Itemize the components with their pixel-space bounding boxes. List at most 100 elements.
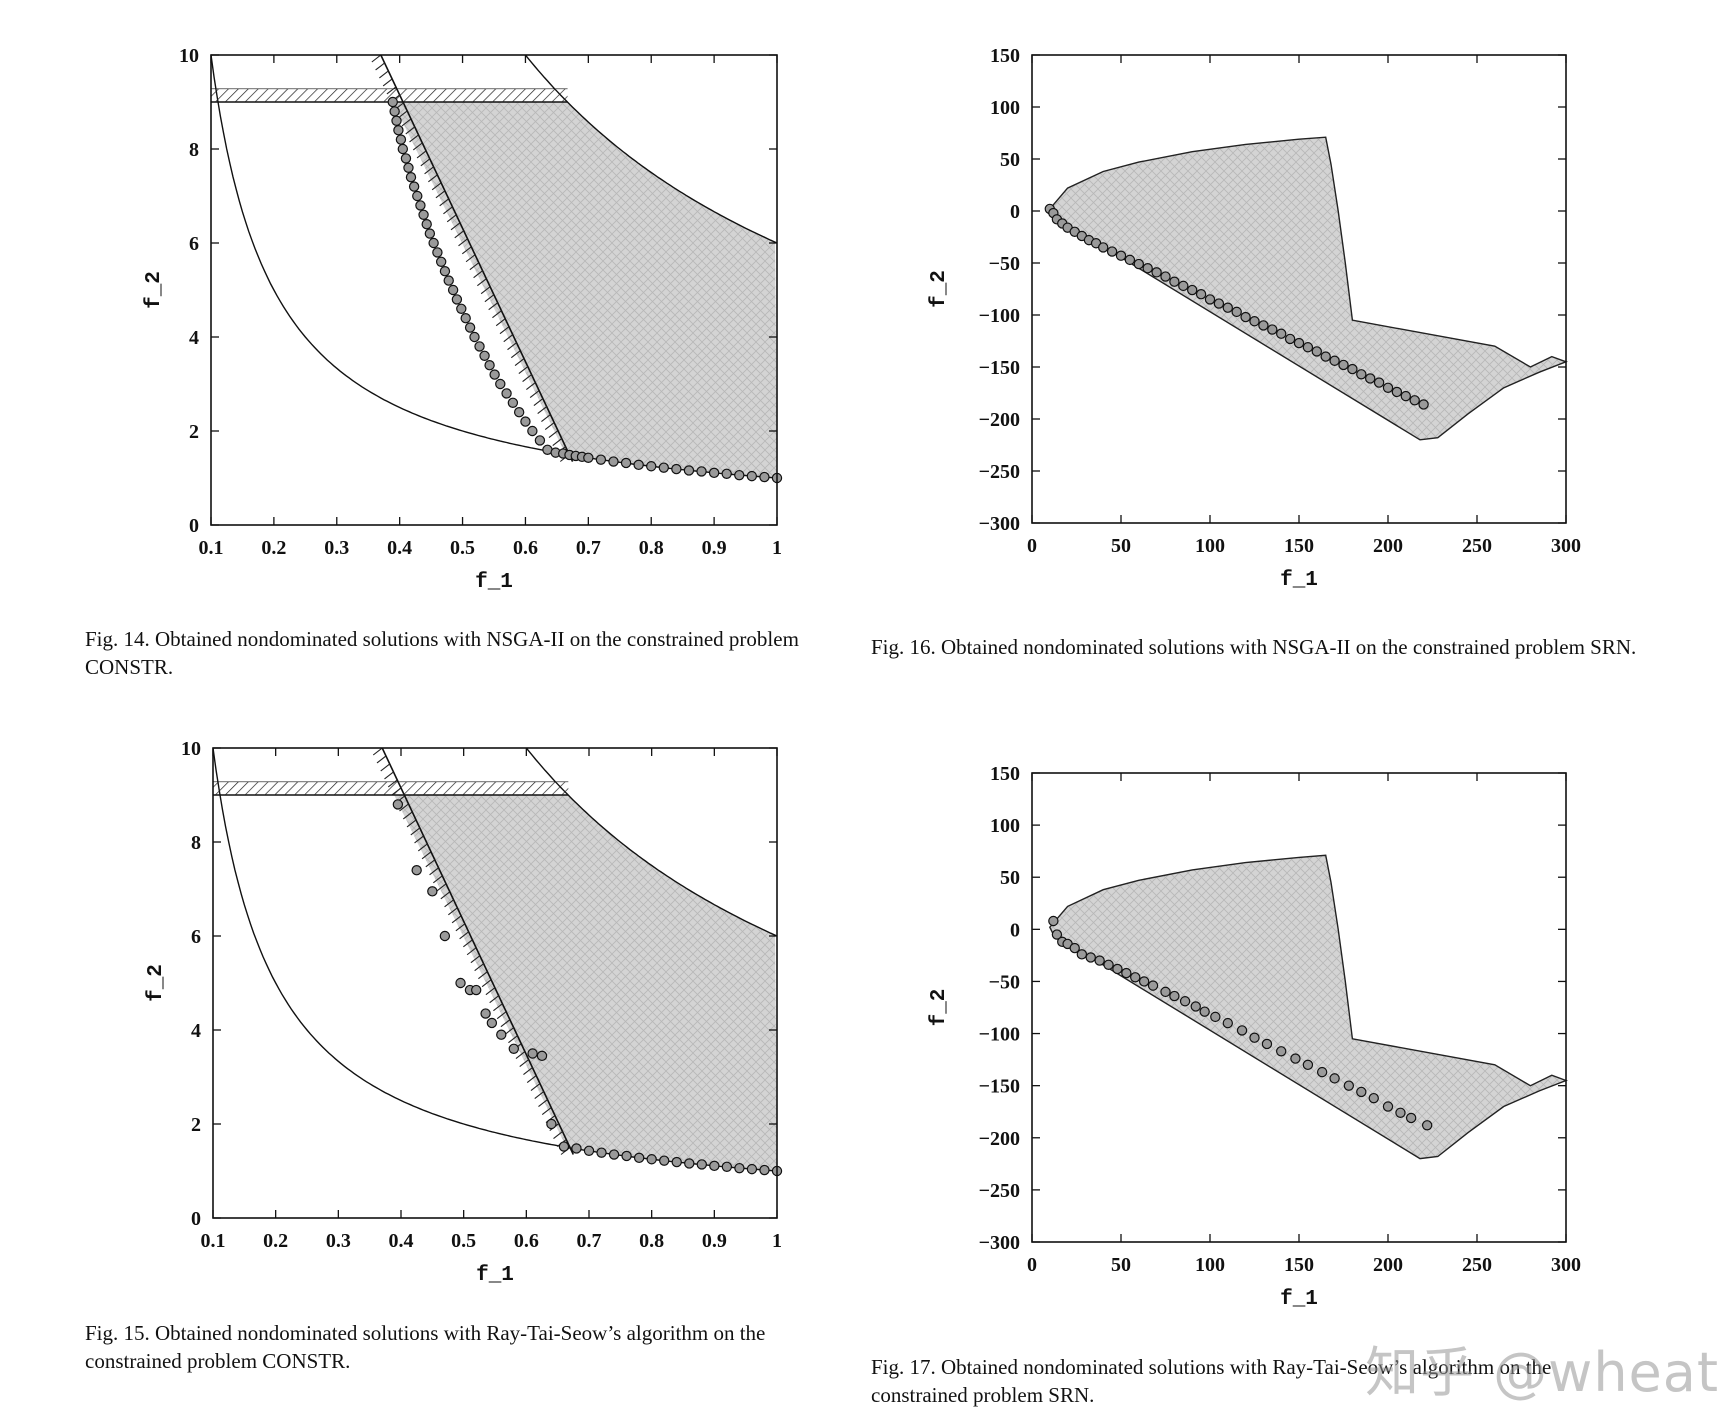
fig15-hatch-mark (530, 1083, 541, 1092)
fig17-ytick-label: −250 (979, 1180, 1020, 1202)
fig14-xtick-label: 0.1 (199, 537, 224, 559)
fig15-hatch-mark (432, 875, 443, 884)
fig14-hatch-mark (412, 142, 423, 151)
fig15-hatch-mark (553, 1131, 563, 1139)
fig17-data-point (1103, 959, 1114, 970)
fig15-xlabel: f_1 (476, 1264, 514, 1287)
fig14-data-point (696, 466, 707, 477)
fig14-data-point (484, 360, 495, 371)
fig15-hatch-mark (455, 923, 466, 932)
caption-fig16: Fig. 16. Obtained nondominated solutions… (871, 635, 1637, 659)
fig14-data-point (534, 435, 546, 446)
fig16-data-point (1409, 395, 1420, 406)
fig14-data-point (583, 452, 594, 463)
fig14-ytick-label: 6 (189, 233, 199, 255)
fig14-hatch-mark (371, 55, 382, 63)
fig14-data-point (391, 115, 402, 127)
fig15-feasible-region (394, 795, 777, 1171)
fig17-data-point (1076, 949, 1088, 960)
fig16-data-point (1151, 267, 1162, 278)
fig14-data-point (513, 407, 525, 418)
fig14-data-point (620, 457, 632, 469)
fig15-data-point (496, 1029, 507, 1040)
fig15-hatch-mark (429, 867, 439, 876)
fig16-ytick-label: −200 (979, 409, 1020, 431)
fig15-xtick-label: 0.6 (514, 1230, 539, 1252)
fig14-data-point (393, 124, 404, 136)
fig14-data-point (759, 471, 770, 483)
fig15-hatch-mark (474, 963, 484, 972)
fig17-ytick-label: −50 (989, 971, 1020, 993)
fig15-hatch-mark (466, 947, 477, 956)
fig14-data-point (474, 341, 485, 352)
fig15-hatch-mark (402, 811, 413, 820)
fig15-hatch-mark (459, 931, 469, 940)
fig14-ytick-label: 2 (189, 421, 199, 443)
fig17-data-point (1382, 1101, 1394, 1112)
fig15-xtick-label: 0.4 (389, 1230, 414, 1252)
fig15-data-point (486, 1017, 498, 1029)
fig15-data-point (721, 1161, 733, 1172)
fig15-hatch-mark (463, 939, 473, 948)
fig14-data-point (424, 228, 436, 239)
fig14-plot-area (211, 55, 777, 479)
fig14-data-point (397, 143, 409, 155)
fig14-hatch-mark (465, 254, 476, 263)
fig17-ylabel: f_2 (928, 989, 951, 1027)
fig14-hatch-mark (424, 166, 434, 175)
fig14-data-point (412, 190, 423, 202)
fig16-data-point (1258, 320, 1269, 331)
fig16-data-point (1097, 242, 1109, 253)
fig14-hatch-mark (510, 350, 521, 359)
fig17-data-point (1094, 955, 1105, 966)
fig14-hatch-mark (495, 318, 506, 327)
caption-fig17: Fig. 17. Obtained nondominated solutions… (871, 1355, 1552, 1407)
fig14-data-point (421, 218, 432, 230)
fig16-ytick-label: 0 (1010, 201, 1020, 223)
fig14-hatch-mark (518, 366, 529, 375)
fig16-xtick-label: 100 (1195, 535, 1225, 557)
fig17-data-point (1421, 1120, 1433, 1131)
fig16-xtick-label: 0 (1027, 535, 1037, 557)
fig17-data-point (1275, 1046, 1287, 1057)
fig15-hatch-mark (410, 827, 421, 836)
fig17-data-point (1290, 1053, 1301, 1064)
fig15-hatch-mark (515, 1051, 526, 1060)
fig15-hatch-mark (436, 883, 447, 892)
fig14-data-point (608, 456, 619, 467)
fig14-data-point (432, 247, 443, 258)
fig17-data-point (1112, 963, 1123, 975)
fig16-ytick-label: 100 (990, 97, 1020, 119)
fig17-data-point (1343, 1080, 1355, 1091)
fig14-xtick-label: 0.5 (450, 537, 475, 559)
fig14-data-point (403, 162, 414, 173)
fig14-hatch-mark (454, 230, 465, 239)
fig14-hatch-mark (552, 438, 563, 446)
fig17-data-point (1249, 1032, 1260, 1043)
chart-fig15: 0.1 0.2 0.3 0.4 0.5 0.6 0.7 0.8 0.9 10246810f_1f_… (145, 738, 783, 1287)
fig15-ytick-label: 2 (191, 1114, 201, 1136)
fig15-hatch-mark (519, 1059, 530, 1068)
fig17-data-point (1085, 952, 1096, 963)
fig14-data-point (489, 369, 500, 380)
chart-fig17: 0 50 100 150 200 250 300 −300 −250 −200 −150 −100 −5… (928, 763, 1581, 1311)
fig17-data-point (1051, 929, 1063, 940)
fig14-ytick-label: 0 (189, 515, 199, 537)
fig14-hatch-mark (458, 238, 468, 247)
fig14-data-point (439, 266, 451, 277)
fig14-data-point (389, 106, 400, 117)
fig15-xtick-label: 0.5 (451, 1230, 476, 1252)
caption-fig14: Fig. 14. Obtained nondominated solutions… (85, 627, 799, 679)
watermark-text: 知乎 @wheat (1365, 1341, 1720, 1404)
fig15-data-point (583, 1145, 595, 1156)
fig14-data-point (520, 416, 531, 427)
caption-fig15: Fig. 15. Obtained nondominated solutions… (85, 1321, 766, 1373)
fig15-hatch-mark (444, 899, 454, 908)
fig15-lower-curve (213, 748, 777, 1172)
fig15-hatch-mark (534, 1091, 545, 1100)
fig14-data-point (633, 459, 644, 471)
fig14-constraint-line (379, 55, 574, 462)
fig16-data-point (1231, 306, 1242, 318)
fig15-ytick-label: 0 (191, 1208, 201, 1230)
fig14-horizontal-hatch (211, 88, 568, 102)
